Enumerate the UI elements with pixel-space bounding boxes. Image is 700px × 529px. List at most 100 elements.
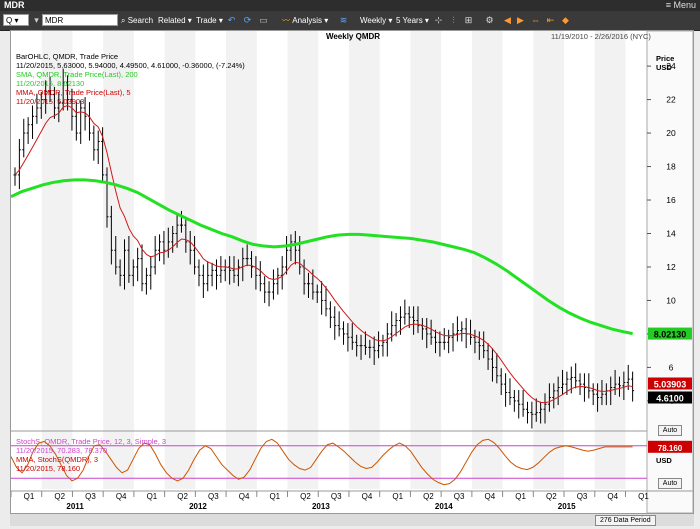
- dropdown-chevron-icon[interactable]: ▾: [34, 15, 39, 25]
- symbol-input[interactable]: MDR: [42, 14, 118, 26]
- price-tick-label: 24: [666, 61, 676, 71]
- range-value: 5 Years: [396, 16, 423, 25]
- price-tick-label: 12: [666, 262, 676, 272]
- related-label: Related: [158, 16, 186, 25]
- quarter-label: Q1: [147, 492, 158, 501]
- undo-icon[interactable]: ↶: [227, 15, 236, 25]
- stoch-value-box: [648, 440, 692, 453]
- first-bar-icon[interactable]: ◀: [504, 15, 511, 25]
- symbol-value: MDR: [45, 16, 64, 25]
- mma-value-box: [648, 377, 692, 390]
- menu-button[interactable]: ≡ Menu: [665, 0, 696, 10]
- next-bar-icon[interactable]: ▶: [517, 15, 524, 25]
- price-tick-label: 14: [666, 229, 676, 239]
- quarter-label: Q2: [423, 492, 434, 501]
- price-tick-label: 18: [666, 162, 676, 172]
- quarter-label: Q1: [515, 492, 526, 501]
- quarter-label: Q4: [239, 492, 250, 501]
- quarter-label: Q4: [362, 492, 373, 501]
- analysis-button[interactable]: 〰 Analysis ▾: [282, 16, 329, 25]
- date-range: 11/19/2010 - 2/26/2016 (NYC): [551, 32, 651, 41]
- quarter-label: Q3: [331, 492, 342, 501]
- range-select[interactable]: 5 Years ▾: [396, 16, 429, 25]
- quarter-shade-band: [594, 31, 626, 489]
- symbol-prefix-input[interactable]: Q ▾: [3, 14, 29, 26]
- pan-icon[interactable]: ◆: [562, 15, 569, 25]
- settings-icon[interactable]: ⚙: [485, 15, 494, 25]
- period-value: Weekly: [360, 16, 387, 25]
- window-titlebar: MDR ≡ Menu: [0, 0, 700, 11]
- quarter-label: Q4: [485, 492, 496, 501]
- stoch-line: [11, 438, 633, 486]
- stoch-auto-button[interactable]: Auto: [658, 478, 682, 489]
- trade-button[interactable]: Trade ▾: [196, 16, 223, 25]
- price-chart[interactable]: 46810121416182022248.021305.039034.61007…: [11, 31, 693, 513]
- refresh-icon[interactable]: ⟳: [243, 15, 252, 25]
- price-tick-label: 22: [666, 95, 676, 105]
- legend-stoch-mma-value: 11/20/2015, 78.160: [16, 464, 81, 473]
- data-period-indicator[interactable]: 276 Data Period: [595, 515, 656, 526]
- window-title: MDR: [4, 0, 25, 10]
- legend-sma: SMA, QMDR, Trade Price(Last), 200: [16, 70, 138, 79]
- quarter-label: Q1: [24, 492, 35, 501]
- year-label: 2015: [558, 502, 576, 511]
- zoom-icon[interactable]: ⊞: [464, 15, 473, 25]
- search-button[interactable]: ⌕ Search: [121, 14, 153, 27]
- quarter-shade-band: [164, 31, 196, 489]
- quarter-label: Q2: [546, 492, 557, 501]
- sma-value-box-label: 8.02130: [654, 330, 687, 340]
- stoch-value-label: 78.160: [658, 444, 683, 453]
- price-tick-label: 6: [669, 362, 674, 372]
- period-select[interactable]: Weekly ▾: [360, 16, 393, 25]
- chart-panel[interactable]: 46810121416182022248.021305.039034.61007…: [10, 30, 694, 514]
- quarter-label: Q2: [300, 492, 311, 501]
- quarter-label: Q4: [607, 492, 618, 501]
- year-label: 2011: [66, 502, 84, 511]
- close-value-box: [648, 391, 692, 404]
- toolbar: Q ▾ ▾ MDR ⌕ Search Related ▾ Trade ▾ ↶ ⟳…: [0, 11, 700, 31]
- year-label: 2014: [435, 502, 453, 511]
- expand-icon[interactable]: ⇔: [531, 15, 540, 25]
- mma-line: [14, 105, 633, 404]
- search-label: Search: [127, 16, 154, 25]
- symbol-prefix-value: Q: [6, 16, 13, 25]
- menu-label: Menu: [673, 0, 696, 10]
- price-tick-label: 16: [666, 195, 676, 205]
- related-button[interactable]: Related ▾: [158, 16, 192, 25]
- year-label: 2012: [189, 502, 207, 511]
- quarter-shade-band: [410, 31, 442, 489]
- quarter-label: Q2: [177, 492, 188, 501]
- quarter-label: Q3: [454, 492, 465, 501]
- quarter-shade-band: [287, 31, 319, 489]
- status-bar: 276 Data Period: [10, 514, 694, 526]
- sma-value-box: [648, 327, 692, 340]
- chart-type-icon[interactable]: ⫶: [452, 15, 455, 25]
- quarter-shade-band: [533, 31, 565, 489]
- price-tick-label: 10: [666, 295, 676, 305]
- analysis-icon: 〰: [282, 16, 290, 25]
- folder-icon[interactable]: ▭: [259, 15, 268, 25]
- quarter-label: Q3: [85, 492, 96, 501]
- price-axis-label: Price: [656, 54, 675, 63]
- price-auto-button[interactable]: Auto: [658, 425, 682, 436]
- legend-mma: MMA, QMDR, Trade Price(Last), 5: [16, 88, 131, 97]
- legend-mma-value: 11/20/2015, 5.03903: [16, 97, 85, 106]
- legend-stoch-values: 11/20/2015, 70.283, 78.370: [16, 446, 108, 455]
- price-axis-currency: USD: [656, 63, 672, 72]
- quarter-label: Q3: [577, 492, 588, 501]
- search-icon: ⌕: [121, 16, 126, 25]
- trade-label: Trade: [196, 16, 217, 25]
- quarter-label: Q1: [269, 492, 280, 501]
- analysis-label: Analysis: [292, 16, 323, 25]
- compare-icon[interactable]: ⊹: [434, 15, 443, 25]
- mma-value-box-label: 5.03903: [654, 379, 687, 389]
- price-tick-label: 20: [666, 128, 676, 138]
- collapse-icon[interactable]: ⇤: [546, 15, 555, 25]
- drawing-tools-icon[interactable]: ≋: [339, 15, 348, 25]
- legend-sma-value: 11/20/2015, 8.02130: [16, 79, 85, 88]
- quarter-label: Q1: [392, 492, 403, 501]
- sma-line: [11, 178, 633, 336]
- quarter-shade-band: [348, 31, 380, 489]
- quarter-label: Q1: [638, 492, 649, 501]
